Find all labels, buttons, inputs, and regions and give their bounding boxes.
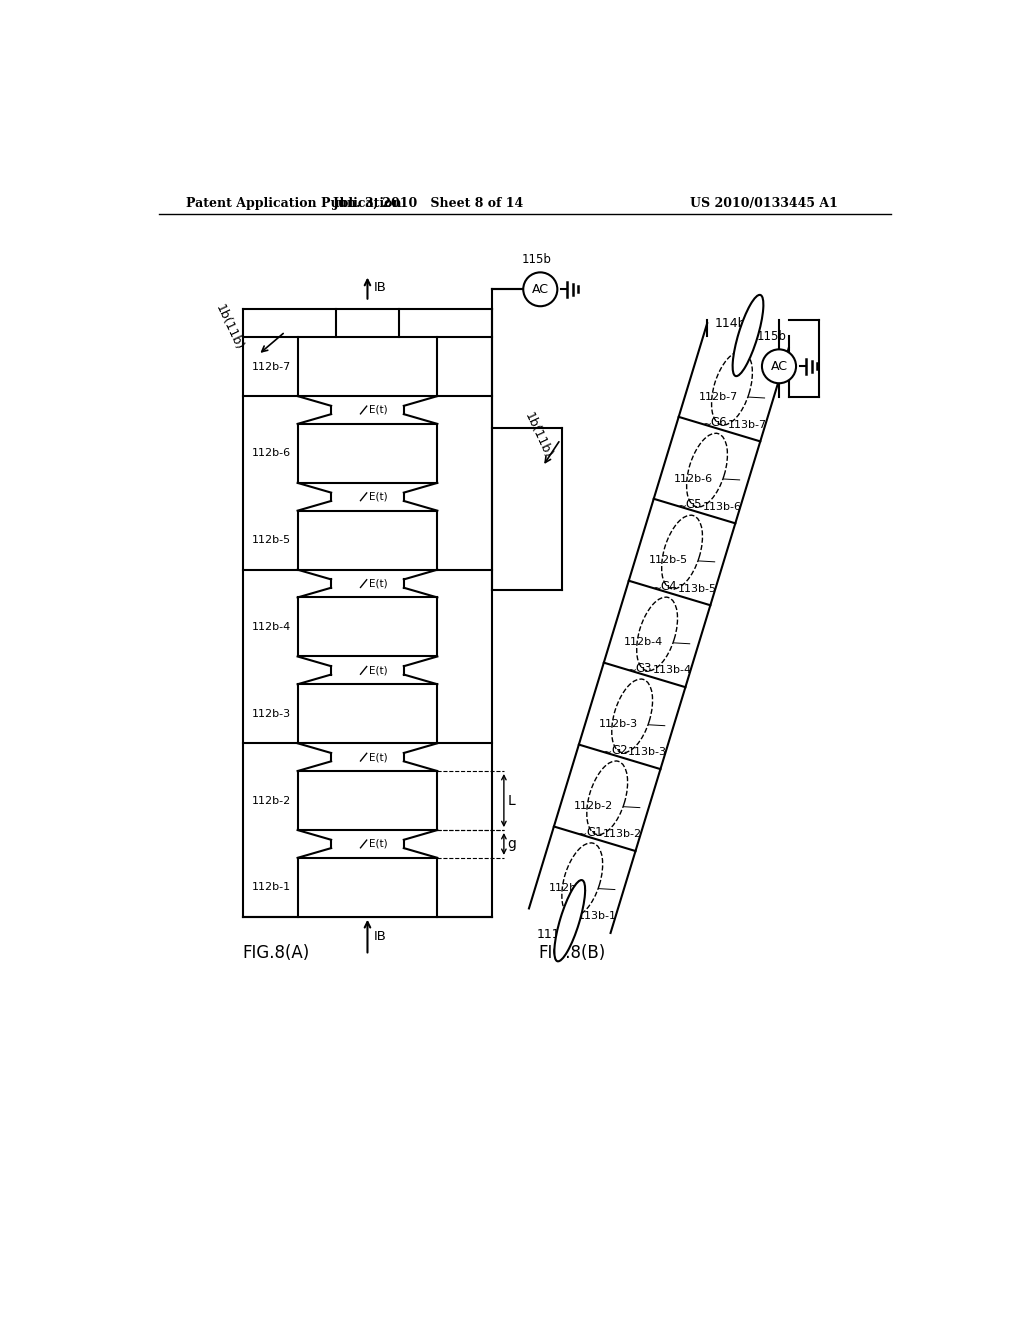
Ellipse shape	[587, 760, 628, 834]
Bar	[298, 337, 437, 396]
Ellipse shape	[686, 433, 727, 507]
Text: G6: G6	[711, 417, 727, 429]
Text: G3: G3	[636, 663, 652, 676]
Text: 1b(11b): 1b(11b)	[521, 411, 554, 461]
Ellipse shape	[611, 678, 652, 752]
Text: FIG.8(B): FIG.8(B)	[539, 944, 606, 962]
Text: E(t): E(t)	[369, 578, 388, 589]
Text: 113b-5: 113b-5	[678, 583, 717, 594]
Text: 112b-3: 112b-3	[252, 709, 292, 719]
Text: 112b-4: 112b-4	[624, 638, 663, 647]
Text: L: L	[508, 793, 515, 808]
Text: 113b-6: 113b-6	[702, 502, 741, 512]
Text: IB: IB	[374, 929, 386, 942]
Ellipse shape	[562, 843, 603, 916]
Text: 113b-3: 113b-3	[628, 747, 667, 758]
Text: 112b-5: 112b-5	[252, 535, 292, 545]
Text: G1: G1	[586, 826, 602, 840]
Text: 112b-6: 112b-6	[674, 474, 713, 483]
Text: 113b-7: 113b-7	[727, 420, 767, 430]
Circle shape	[762, 350, 796, 383]
Text: G2: G2	[611, 744, 628, 758]
Text: E(t): E(t)	[369, 405, 388, 414]
Text: IB: IB	[374, 281, 386, 294]
Text: 113b-1: 113b-1	[578, 911, 616, 921]
Text: Patent Application Publication: Patent Application Publication	[186, 197, 401, 210]
Text: G5: G5	[686, 499, 702, 511]
Text: 112b-2: 112b-2	[252, 796, 292, 805]
Text: ~: ~	[578, 830, 587, 840]
Ellipse shape	[662, 515, 702, 589]
Text: G4: G4	[660, 581, 678, 594]
Text: 115b: 115b	[757, 330, 786, 343]
Text: 112b-2: 112b-2	[573, 801, 613, 812]
Ellipse shape	[637, 597, 678, 671]
Text: 112b-3: 112b-3	[599, 719, 638, 729]
Bar	[298, 424, 437, 483]
Bar	[298, 771, 437, 830]
Text: E(t): E(t)	[369, 840, 388, 849]
Bar	[298, 511, 437, 570]
Text: 112b-4: 112b-4	[252, 622, 292, 632]
Text: ~: ~	[628, 667, 637, 676]
Text: 114b: 114b	[715, 317, 746, 330]
Text: 113b-2: 113b-2	[603, 829, 642, 840]
Text: Jun. 3, 2010   Sheet 8 of 14: Jun. 3, 2010 Sheet 8 of 14	[333, 197, 524, 210]
Text: E(t): E(t)	[369, 492, 388, 502]
Text: g: g	[508, 837, 517, 851]
Text: ~: ~	[702, 421, 712, 430]
Bar	[298, 858, 437, 917]
Text: 111b: 111b	[537, 928, 568, 941]
Circle shape	[523, 272, 557, 306]
Text: 112b-5: 112b-5	[649, 556, 688, 565]
Text: 112b-1: 112b-1	[549, 883, 588, 894]
Text: AC: AC	[531, 282, 549, 296]
Text: 115b: 115b	[521, 253, 551, 267]
Text: FIG.8(A): FIG.8(A)	[243, 944, 310, 962]
Ellipse shape	[732, 294, 763, 376]
Text: 112b-1: 112b-1	[252, 882, 292, 892]
Text: E(t): E(t)	[369, 665, 388, 676]
Text: E(t): E(t)	[369, 752, 388, 762]
Text: 113b-4: 113b-4	[652, 665, 691, 676]
Text: US 2010/0133445 A1: US 2010/0133445 A1	[689, 197, 838, 210]
Bar	[298, 598, 437, 656]
Ellipse shape	[712, 351, 753, 425]
Bar	[298, 684, 437, 743]
Text: ~: ~	[678, 503, 687, 512]
Text: 112b-6: 112b-6	[252, 449, 292, 458]
Ellipse shape	[554, 880, 585, 961]
Text: 1b(11b): 1b(11b)	[213, 302, 246, 352]
Text: ~: ~	[603, 748, 612, 758]
Text: 112b-7: 112b-7	[698, 392, 738, 401]
Text: 112b-7: 112b-7	[252, 362, 292, 372]
Text: AC: AC	[770, 360, 787, 372]
Text: ~: ~	[652, 585, 662, 594]
